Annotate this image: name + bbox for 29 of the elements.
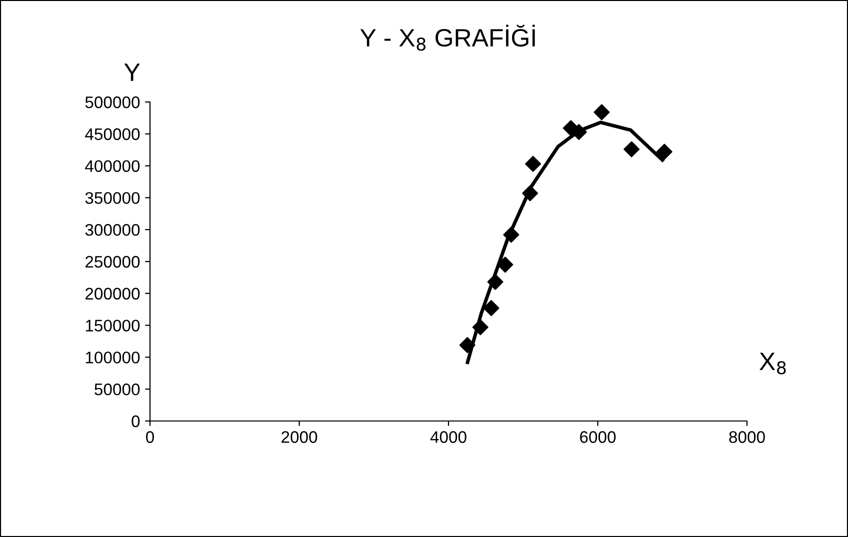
x-tick-label: 2000 <box>282 431 318 443</box>
point <box>483 300 500 316</box>
y-tick-label: 450000 <box>85 128 140 140</box>
y-tick-label: 100000 <box>86 352 140 364</box>
x-tick-label: 4000 <box>430 431 466 443</box>
point <box>594 104 610 120</box>
y-axis-title: Y <box>124 64 140 81</box>
y-tick-label: 250000 <box>86 256 140 268</box>
point <box>503 226 520 243</box>
y-tick-label: 300000 <box>85 224 140 236</box>
point <box>525 156 542 172</box>
y-tick-label: 0 <box>132 415 140 428</box>
point <box>487 274 504 290</box>
point <box>472 319 488 336</box>
y-tick-label: 200000 <box>86 288 140 300</box>
y-tick-label: 150000 <box>86 320 140 332</box>
y-tick-label: 350000 <box>85 192 140 204</box>
x-tick-label: 6000 <box>580 431 616 443</box>
y-tick-label: 50000 <box>94 384 140 396</box>
y-tick-label: 400000 <box>85 160 140 172</box>
point <box>459 337 476 354</box>
point <box>656 144 672 160</box>
point <box>624 141 640 158</box>
x-tick-label: 0 <box>146 431 154 443</box>
point <box>522 185 538 202</box>
chart-title: Y - X$_{8}$ GRAFİĞİ <box>360 24 535 51</box>
y-tick-label: 500000 <box>85 96 140 108</box>
x-tick-label: 8000 <box>729 431 765 443</box>
x-axis-title: X$_{8}$ <box>760 352 786 374</box>
